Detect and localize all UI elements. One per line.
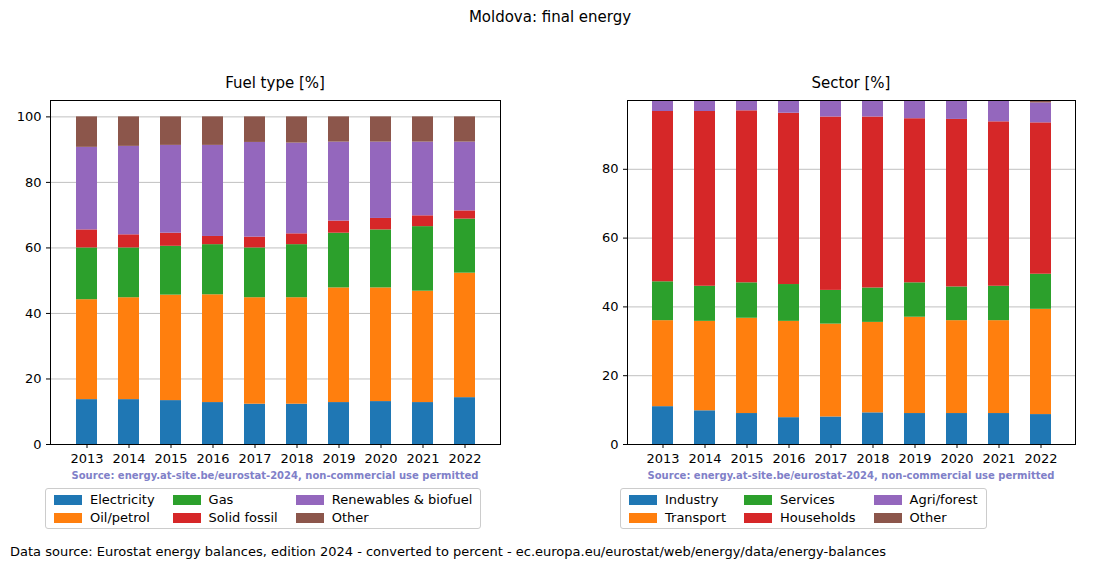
svg-text:100: 100 — [17, 109, 42, 124]
html-text:Moldova: final energy: Moldova: final energy — [468, 8, 632, 26]
svg-text:2014: 2014 — [112, 451, 145, 466]
html-text:Other: Other — [909, 510, 947, 525]
svg-text:2020: 2020 — [940, 451, 973, 466]
html-text:Source: energy.at-site.be/euro: Source: energy.at-site.be/eurostat-2024,… — [71, 470, 479, 481]
html-text:Renewables & biofuel: Renewables & biofuel — [331, 492, 473, 507]
svg-text:2018: 2018 — [280, 451, 313, 466]
svg-text:40: 40 — [25, 306, 42, 321]
html-text:Solid fossil: Solid fossil — [208, 510, 278, 525]
html-text:Fuel type [%]: Fuel type [%] — [225, 74, 325, 92]
svg-text:2013: 2013 — [70, 451, 103, 466]
svg-text:20: 20 — [602, 368, 619, 383]
svg-text:2021: 2021 — [406, 451, 439, 466]
svg-text:60: 60 — [25, 240, 42, 255]
html-text:Other: Other — [331, 510, 369, 525]
html-text:Agri/forest: Agri/forest — [909, 492, 978, 507]
svg-text:2019: 2019 — [322, 451, 355, 466]
svg-text:2018: 2018 — [856, 451, 889, 466]
svg-text:2022: 2022 — [1024, 451, 1057, 466]
html-text:Electricity: Electricity — [90, 492, 155, 507]
svg-text:2014: 2014 — [688, 451, 721, 466]
svg-text:0: 0 — [33, 437, 41, 452]
html-text:Gas: Gas — [208, 492, 234, 507]
html-text:Industry: Industry — [665, 492, 719, 507]
svg-text:2015: 2015 — [730, 451, 763, 466]
html-text:Transport: Transport — [665, 510, 726, 525]
svg-text:40: 40 — [602, 299, 619, 314]
svg-text:20: 20 — [25, 371, 42, 386]
svg-text:2022: 2022 — [448, 451, 481, 466]
svg-text:2017: 2017 — [238, 451, 271, 466]
svg-text:2015: 2015 — [154, 451, 187, 466]
svg-text:0: 0 — [610, 437, 618, 452]
svg-text:2019: 2019 — [898, 451, 931, 466]
html-text:Services: Services — [780, 492, 835, 507]
html-text:Households: Households — [780, 510, 856, 525]
html-text:Oil/petrol: Oil/petrol — [90, 510, 150, 525]
html-text:Sector [%]: Sector [%] — [811, 74, 891, 92]
html-text:Data source: Eurostat energy b: Data source: Eurostat energy balances, e… — [10, 544, 887, 559]
svg-text:60: 60 — [602, 230, 619, 245]
svg-text:2013: 2013 — [646, 451, 679, 466]
svg-text:2021: 2021 — [982, 451, 1015, 466]
svg-text:2016: 2016 — [772, 451, 805, 466]
svg-text:2020: 2020 — [364, 451, 397, 466]
svg-text:80: 80 — [25, 175, 42, 190]
svg-text:2016: 2016 — [196, 451, 229, 466]
svg-text:2017: 2017 — [814, 451, 847, 466]
html-text:Source: energy.at-site.be/euro: Source: energy.at-site.be/eurostat-2024,… — [647, 470, 1055, 481]
svg-text:80: 80 — [602, 161, 619, 176]
